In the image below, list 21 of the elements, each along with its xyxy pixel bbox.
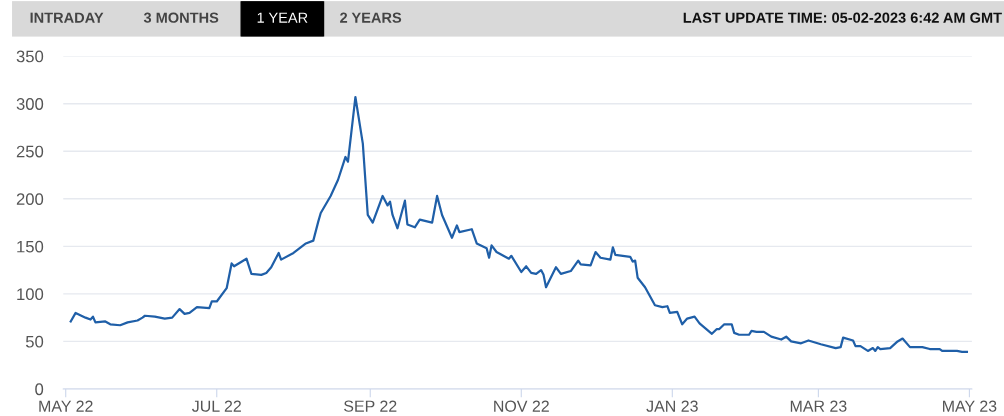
x-tick-label: MAY 23 [943, 400, 997, 412]
x-tick-label: SEP 22 [344, 400, 397, 412]
y-tick-label: 150 [17, 240, 44, 253]
line-series [69, 95, 969, 353]
x-tick-label: MAR 23 [790, 400, 847, 412]
text: 2 YEARS [340, 12, 402, 23]
text: INTRADAY [30, 12, 104, 23]
y-tick-label: 50 [25, 335, 44, 348]
y-tick-label: 300 [16, 98, 44, 110]
x-tick-label: NOV 22 [494, 400, 549, 412]
text: 1 YEAR [257, 12, 308, 23]
text: 3 MONTHS [143, 12, 219, 23]
y-tick-label: 200 [16, 193, 44, 205]
x-tick-label: JAN 23 [646, 400, 698, 412]
y-tick-label: 100 [17, 288, 44, 301]
x-tick-label: MAY 22 [39, 400, 93, 412]
x-tick-label: JUL 22 [192, 400, 241, 412]
y-tick-label: 250 [16, 145, 44, 158]
y-tick-label: 0 [35, 383, 44, 396]
y-tick-label: 350 [16, 50, 44, 63]
text: LAST UPDATE TIME: 05-02-2023 6:42 AM GMT [683, 12, 1002, 23]
